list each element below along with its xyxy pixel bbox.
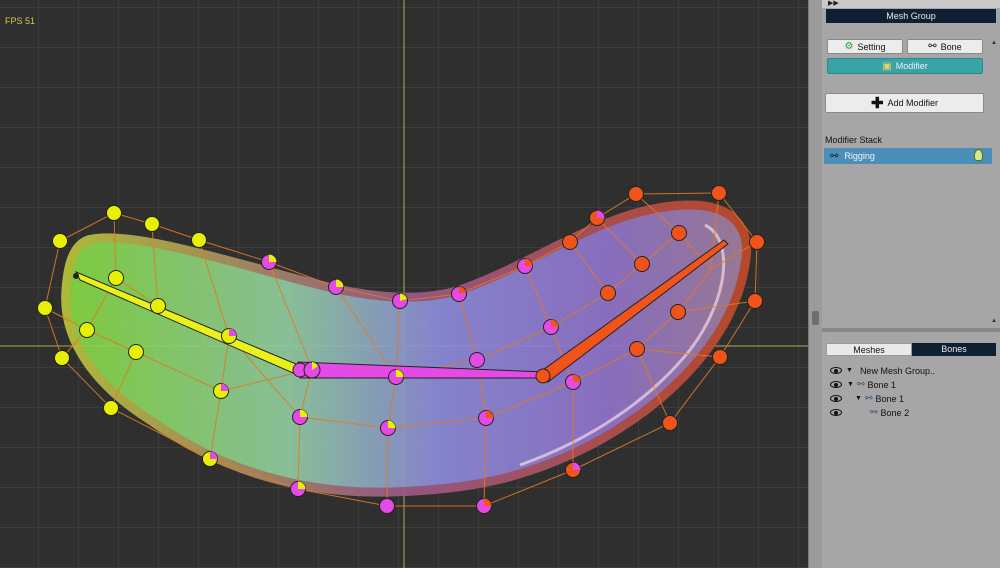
- weight-markers-orange: [459, 258, 581, 506]
- bone-label: Bone: [940, 41, 962, 52]
- hierarchy-tabs: Meshes Bones: [826, 343, 996, 356]
- tree-node-label: Bone 1: [867, 379, 897, 390]
- expand-arrow-icon[interactable]: ▼: [855, 395, 862, 402]
- modifier-icon: ▣: [882, 60, 892, 72]
- tab-bones[interactable]: Bones: [912, 343, 996, 356]
- eye-icon[interactable]: [830, 409, 842, 416]
- bone-2-joint[interactable]: [535, 368, 551, 384]
- mesh-group-header: Mesh Group: [826, 9, 996, 23]
- eye-icon[interactable]: [830, 381, 842, 388]
- stack-item-label: Rigging: [844, 151, 875, 161]
- panel-divider[interactable]: [822, 328, 1000, 332]
- scroll-up-icon[interactable]: ▲: [991, 40, 997, 46]
- bone-node-icon: ⚯: [856, 379, 865, 389]
- visibility-icon[interactable]: [830, 367, 842, 374]
- modifier-button[interactable]: ▣ Modifier: [827, 58, 983, 74]
- setting-button[interactable]: ⚙ Setting: [827, 39, 903, 54]
- setting-label: Setting: [857, 41, 886, 52]
- plus-icon: ✚: [870, 95, 884, 112]
- expand-arrow-icon[interactable]: ▼: [846, 367, 853, 374]
- eye-icon[interactable]: [830, 395, 842, 402]
- panel-top-strip: ▶▶: [822, 0, 1000, 8]
- tree-node-row[interactable]: ▼ ⚯ Bone 1: [822, 392, 904, 405]
- bone-node-icon: ⚯: [864, 393, 873, 403]
- add-modifier-label: Add Modifier: [887, 98, 939, 108]
- lightbulb-icon[interactable]: [974, 149, 983, 161]
- modifier-label: Modifier: [895, 61, 928, 71]
- add-modifier-button[interactable]: ✚ Add Modifier: [825, 93, 984, 113]
- rigging-icon: ⚯: [830, 150, 839, 162]
- tree-root-row[interactable]: ▼ New Mesh Group..: [822, 364, 935, 377]
- modifier-stack-item[interactable]: ⚯ Rigging: [824, 148, 992, 164]
- bone-1-joint[interactable]: [73, 273, 79, 279]
- splitter-handle[interactable]: [812, 311, 819, 325]
- tree-root-label: New Mesh Group..: [859, 365, 935, 376]
- mesh-canvas[interactable]: [0, 0, 808, 568]
- fps-counter: FPS 51: [5, 16, 36, 26]
- setting-icon: ⚙: [844, 41, 854, 52]
- scroll-up-icon-2[interactable]: ▲: [991, 318, 997, 324]
- mesh-body: [61, 200, 751, 497]
- bone-icon: ⚯: [928, 41, 937, 52]
- tree-node-row[interactable]: ⚯ Bone 2: [822, 406, 909, 419]
- expand-arrow-icon[interactable]: ▼: [847, 381, 854, 388]
- scene-viewport[interactable]: FPS 51: [0, 0, 808, 568]
- bone-node-icon: ⚯: [870, 407, 878, 417]
- collapse-arrows-icon[interactable]: ▶▶: [828, 0, 839, 7]
- tree-node-label: Bone 2: [880, 407, 910, 418]
- weight-markers-magenta: [210, 210, 605, 470]
- inspector-panel: ▶▶ Mesh Group ⚙ Setting ⚯ Bone ▣ Modifie…: [822, 0, 1000, 568]
- mesh-wireframe: [44, 192, 758, 507]
- weight-markers: [269, 254, 407, 489]
- panel-splitter[interactable]: [808, 0, 823, 568]
- mesh-highlight: [519, 223, 726, 467]
- tab-meshes[interactable]: Meshes: [826, 343, 912, 356]
- modifier-stack-label: Modifier Stack: [825, 135, 883, 145]
- tree-node-label: Bone 1: [875, 393, 905, 404]
- tree-node-row[interactable]: ▼ ⚯ Bone 1: [822, 378, 896, 391]
- bone-button[interactable]: ⚯ Bone: [907, 39, 983, 54]
